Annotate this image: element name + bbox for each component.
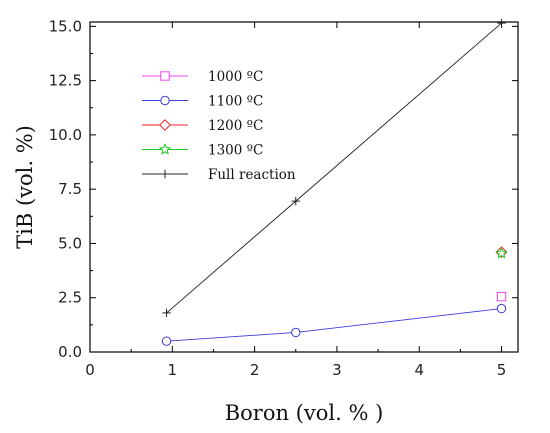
y-tick-label: 12.5	[49, 72, 82, 90]
circle-marker	[161, 336, 172, 346]
plot-frame	[89, 21, 519, 353]
plot-border	[89, 21, 519, 353]
y-axis: 0.0 2.5 5.0 7.5 10.0 12.5 15.0	[49, 17, 518, 361]
legend-label: 1000 ºC	[208, 69, 263, 85]
legend-item: 1100 ºC	[142, 94, 263, 110]
plus-marker	[497, 18, 506, 28]
square-marker	[160, 71, 170, 81]
circle-marker	[291, 327, 301, 338]
legend: 1000 ºC 1100 ºC 1200 ºC 1300 ºC Full reactio…	[142, 69, 296, 183]
legend-label: Full reaction	[208, 167, 296, 183]
plus-marker	[160, 169, 170, 179]
x-tick-label: 0	[85, 361, 95, 379]
legend-label: 1300 ºC	[208, 143, 263, 159]
x-axis-title: Boron (vol. % )	[225, 401, 384, 425]
diamond-marker	[159, 119, 171, 131]
star-marker	[158, 143, 172, 155]
y-tick-label: 15.0	[49, 17, 82, 35]
star-marker	[495, 246, 508, 259]
series-4	[162, 18, 506, 318]
legend-label: 1100 ºC	[208, 94, 263, 110]
y-tick-label: 10.0	[49, 126, 82, 144]
series-0	[496, 291, 507, 302]
series-layer	[161, 18, 508, 346]
y-axis-title: TiB (vol. %)	[13, 125, 37, 249]
x-tick-label: 5	[497, 361, 507, 379]
plus-marker	[291, 196, 300, 206]
plus-marker	[162, 308, 171, 318]
y-tick-label: 0.0	[58, 343, 82, 361]
y-tick-label: 2.5	[58, 289, 82, 307]
y-tick-label: 7.5	[58, 180, 82, 198]
x-tick-label: 2	[250, 361, 260, 379]
square-marker	[496, 291, 507, 302]
series-line	[166, 308, 502, 342]
series-3	[495, 246, 508, 259]
legend-item: 1200 ºC	[142, 118, 263, 134]
y-tick-label: 5.0	[58, 234, 82, 252]
circle-marker	[496, 303, 507, 314]
circle-marker	[160, 95, 170, 106]
x-axis: 0 1 2 3 4 5	[85, 22, 506, 379]
x-tick-label: 1	[168, 361, 178, 379]
x-tick-label: 3	[332, 361, 342, 379]
x-tick-label: 4	[414, 361, 424, 379]
legend-label: 1200 ºC	[208, 118, 263, 134]
legend-item: Full reaction	[142, 167, 296, 183]
legend-item: 1000 ºC	[142, 69, 263, 85]
legend-item: 1300 ºC	[142, 143, 263, 159]
series-1	[161, 303, 507, 346]
